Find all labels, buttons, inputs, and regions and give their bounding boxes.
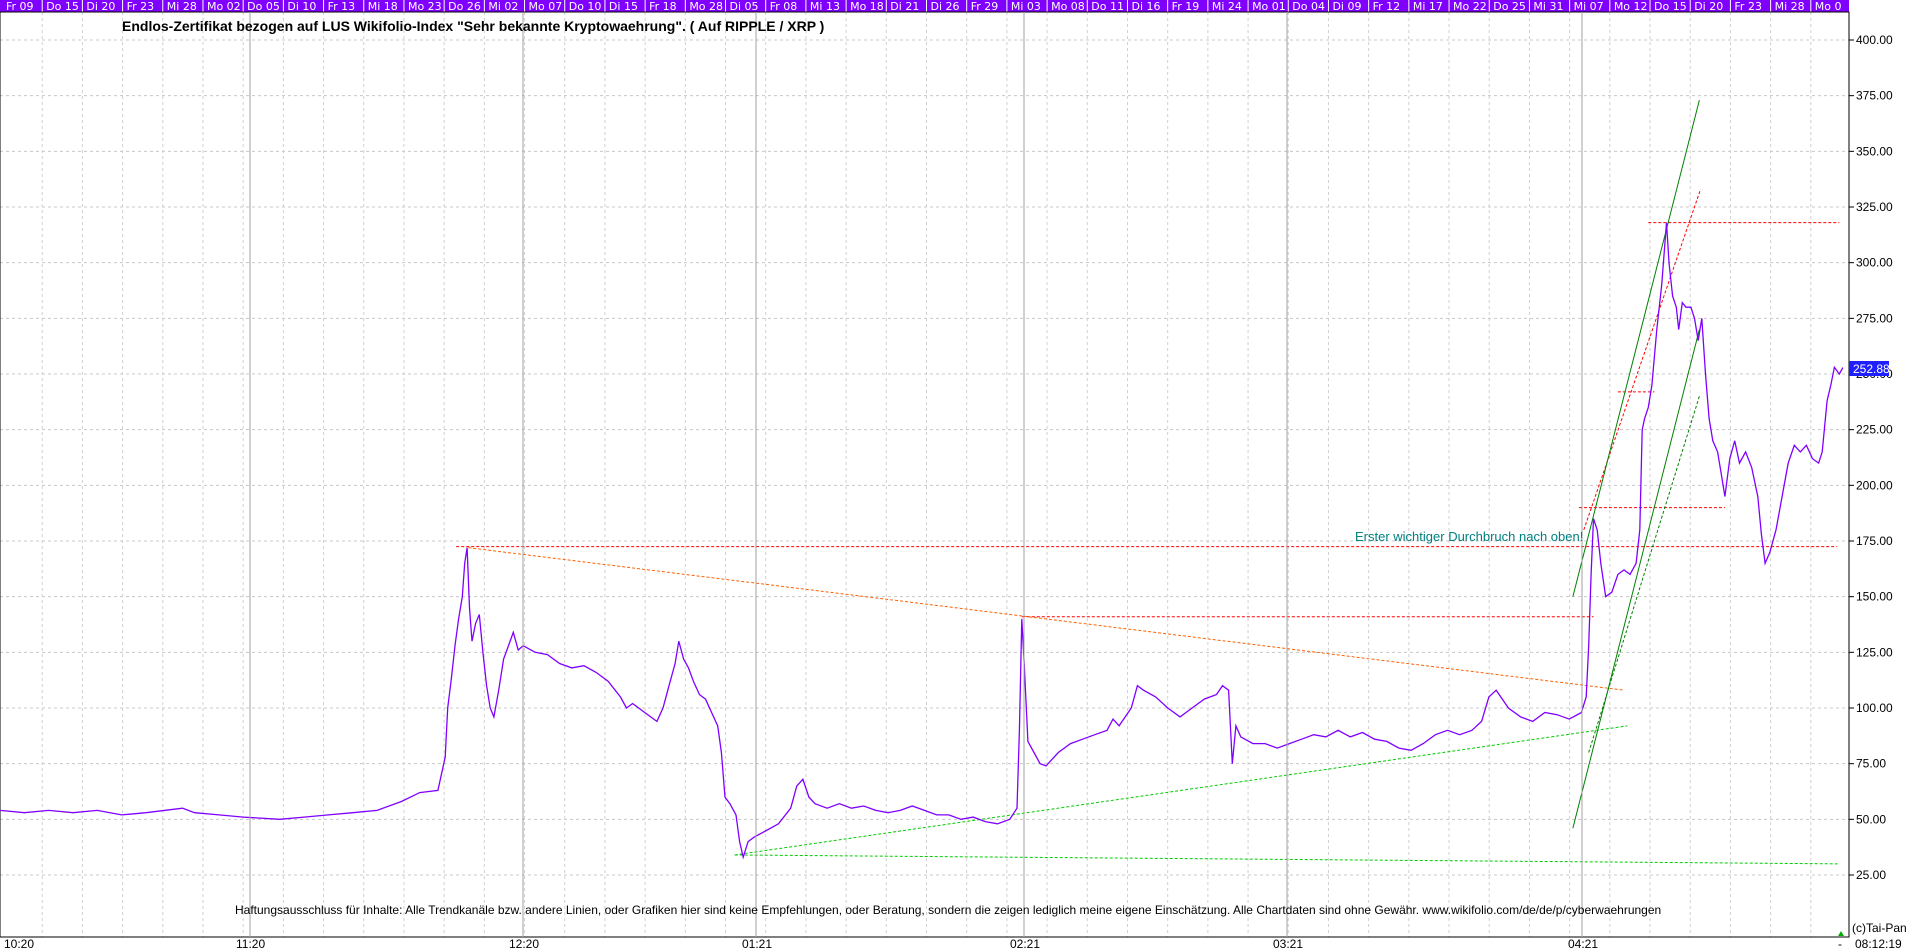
top-date-label: Mo 02 — [207, 0, 241, 13]
y-tick-label: 300.00 — [1856, 256, 1893, 270]
top-date-label: Mo 0 — [1815, 0, 1842, 13]
top-date-label: Mi 18 — [368, 0, 398, 13]
price-line — [0, 222, 1844, 860]
top-date-bar — [0, 0, 1849, 12]
x-axis-ticks: 10:20 11:20 12:20 01:21 02:21 03:21 04:21 — [4, 12, 1598, 951]
last-value-badge — [1849, 361, 1889, 376]
y-tick-label: 325.00 — [1856, 200, 1893, 214]
trend-line — [1572, 99, 1700, 597]
top-date-label: Mo 28 — [689, 0, 723, 13]
top-date-label: Fr 19 — [1172, 0, 1200, 13]
top-date-label: Di 26 — [931, 0, 960, 13]
trend-line — [734, 725, 1628, 856]
top-date-label: Di 20 — [1694, 0, 1723, 13]
top-date-label: Mo 12 — [1614, 0, 1648, 13]
top-date-label: Di 16 — [1131, 0, 1160, 13]
top-date-label: Mi 28 — [1775, 0, 1805, 13]
top-date-label: Mi 31 — [1533, 0, 1563, 13]
top-date-label: Fr 23 — [127, 0, 155, 13]
top-date-label: Do 25 — [1493, 0, 1526, 13]
top-date-label: Mi 24 — [1212, 0, 1242, 13]
top-date-label: Mi 03 — [1011, 0, 1041, 13]
top-date-label: Fr 29 — [971, 0, 999, 13]
top-date-label: Fr 18 — [649, 0, 677, 13]
plot-border — [0, 11, 1850, 938]
y-tick-label: 25.00 — [1856, 868, 1886, 882]
trend-line — [1572, 329, 1700, 829]
top-date-label: Do 10 — [569, 0, 602, 13]
top-date-label: Mi 28 — [167, 0, 197, 13]
top-date-label: Fr 09 — [6, 0, 34, 13]
top-date-label: Di 20 — [86, 0, 115, 13]
trend-line — [1588, 396, 1700, 753]
y-tick-label: 225.00 — [1856, 423, 1893, 437]
top-date-label: Mi 02 — [488, 0, 518, 13]
top-date-label: Fr 23 — [1734, 0, 1762, 13]
x-month-label: 12:20 — [509, 937, 539, 951]
top-date-label: Di 09 — [1332, 0, 1361, 13]
scroll-up-icon[interactable] — [1838, 931, 1844, 936]
y-tick-label: 175.00 — [1856, 534, 1893, 548]
x-month-label: 04:21 — [1568, 937, 1598, 951]
y-axis-ticks: 25.00 50.00 75.00 100.00 125.00 150.00 175.00 2… — [1849, 33, 1893, 882]
trend-line — [468, 547, 1625, 691]
x-month-label: 01:21 — [742, 937, 772, 951]
chart-title: Endlos-Zertifikat bezogen auf LUS Wikifo… — [122, 18, 824, 34]
top-date-label: Do 11 — [1091, 0, 1124, 13]
x-month-label: 11:20 — [236, 937, 265, 951]
top-date-label: Fr 12 — [1373, 0, 1401, 13]
trend-line — [1583, 189, 1702, 531]
grid-lines — [0, 12, 1849, 937]
top-date-label: Fr 13 — [328, 0, 356, 13]
top-date-label: Do 15 — [46, 0, 79, 13]
last-value-label: 252.88 — [1853, 362, 1890, 376]
top-date-label: Do 05 — [247, 0, 280, 13]
y-tick-label: 400.00 — [1856, 33, 1893, 47]
top-date-label: Di 05 — [730, 0, 759, 13]
top-date-label: Mo 07 — [529, 0, 563, 13]
top-date-labels: Fr 09 Do 15 Di 20 Fr 23 Mi 28 Mo 02 Do 05 Di 10… — [6, 0, 1842, 13]
top-date-label: Mo 22 — [1453, 0, 1487, 13]
y-tick-label: 275.00 — [1856, 311, 1893, 325]
y-tick-label: 75.00 — [1856, 757, 1886, 771]
top-date-label: Mi 17 — [1413, 0, 1443, 13]
top-date-label: Do 26 — [448, 0, 481, 13]
x-month-label: 03:21 — [1273, 937, 1303, 951]
top-date-label: Mo 01 — [1252, 0, 1286, 13]
top-date-label: Do 15 — [1654, 0, 1687, 13]
y-tick-label: 375.00 — [1856, 89, 1893, 103]
top-date-label: Mo 08 — [1051, 0, 1085, 13]
top-date-label: Fr 08 — [770, 0, 798, 13]
top-date-label: Mo 18 — [850, 0, 884, 13]
y-tick-label: 350.00 — [1856, 144, 1893, 158]
disclaimer-text: Haftungsausschluss für Inhalte: Alle Tre… — [235, 903, 1661, 917]
top-date-label: Mo 23 — [408, 0, 442, 13]
dash-label: - — [1838, 937, 1842, 951]
y-tick-label: 150.00 — [1856, 590, 1893, 604]
y-tick-label: 50.00 — [1856, 812, 1886, 826]
copyright-label: (c)Tai-Pan — [1852, 921, 1907, 935]
y-tick-label: 100.00 — [1856, 701, 1893, 715]
top-date-label: Di 21 — [890, 0, 919, 13]
y-tick-label: 125.00 — [1856, 645, 1893, 659]
y-tick-label: 200.00 — [1856, 478, 1893, 492]
x-month-label: 10:20 — [4, 937, 34, 951]
trend-lines — [456, 99, 1840, 865]
top-date-label: Mi 13 — [810, 0, 840, 13]
time-label: 08:12:19 — [1855, 937, 1902, 951]
x-month-label: 02:21 — [1010, 937, 1040, 951]
top-date-label: Di 10 — [287, 0, 316, 13]
breakout-annotation: Erster wichtiger Durchbruch nach oben! — [1355, 529, 1583, 544]
top-date-label: Di 15 — [609, 0, 638, 13]
price-series — [0, 222, 1844, 860]
top-date-label: Do 04 — [1292, 0, 1325, 13]
top-date-label: Mi 07 — [1574, 0, 1604, 13]
